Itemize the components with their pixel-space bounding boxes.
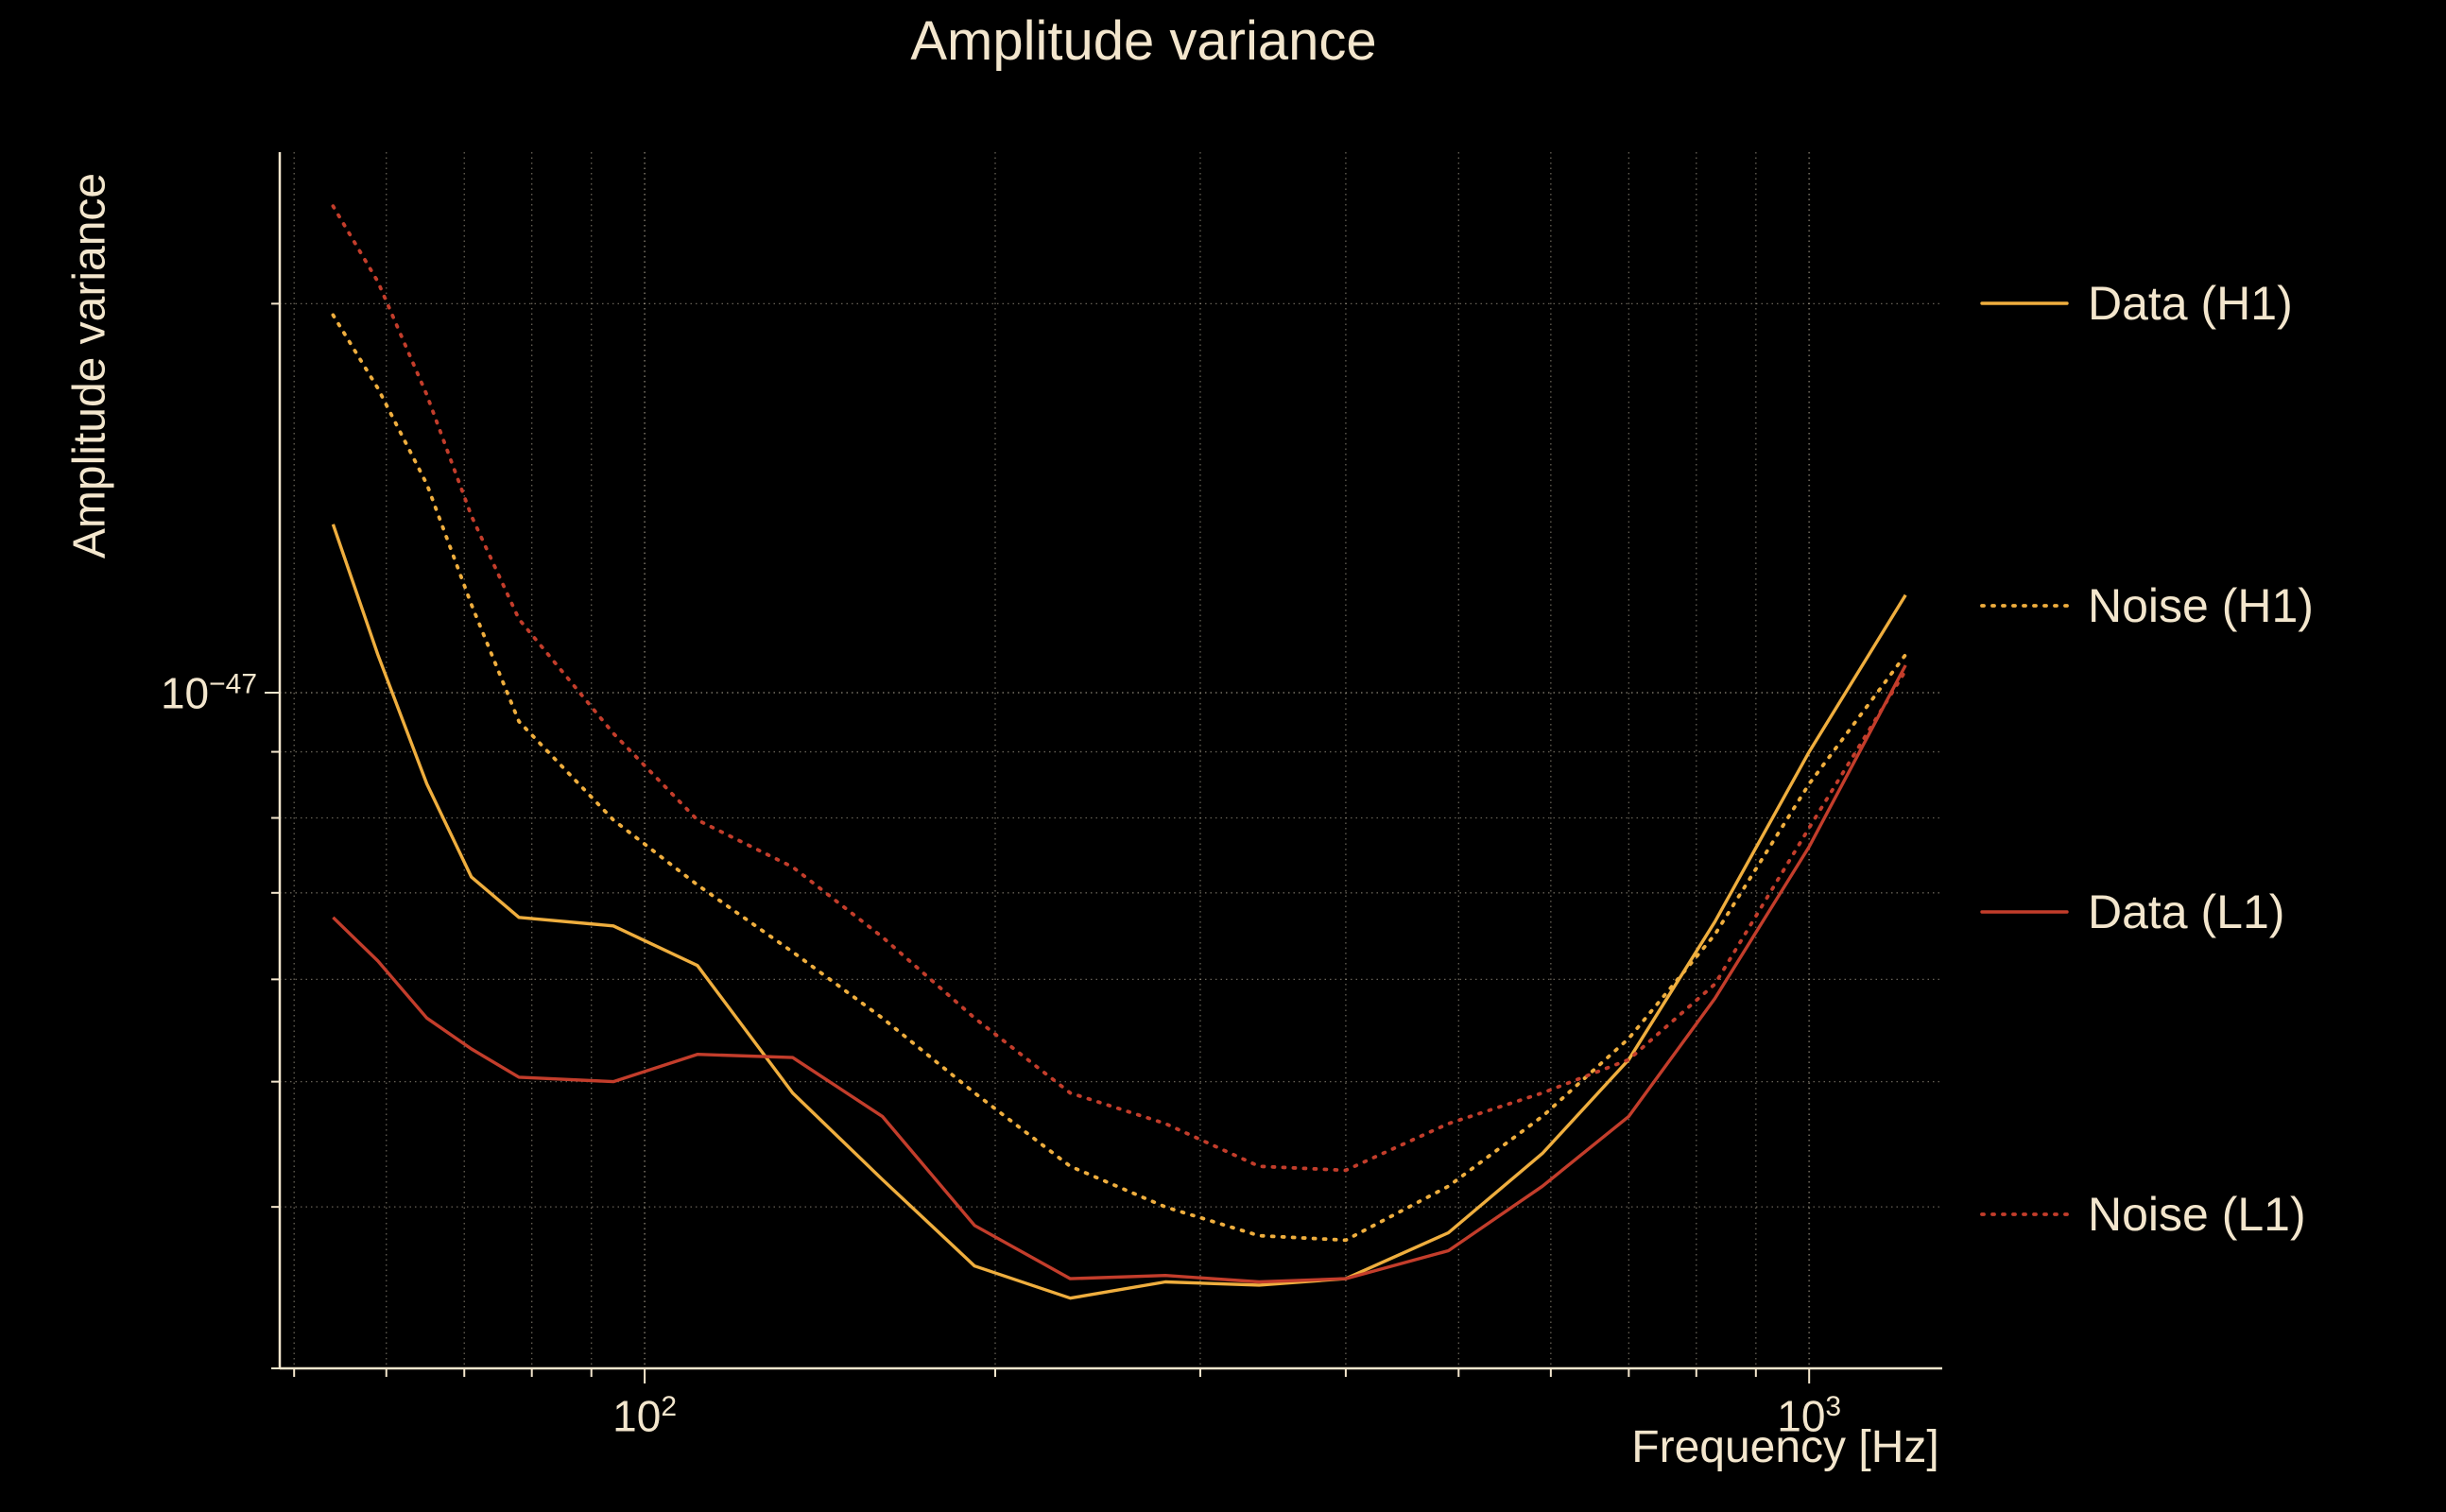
x-tick-label: 102: [612, 1391, 678, 1441]
series-line-data-l1: [332, 664, 1907, 1284]
x-axis-label: Frequency [Hz]: [1631, 1422, 1939, 1472]
series-line-data-h1: [331, 524, 1907, 1300]
series-line-noise-l1: [331, 204, 1908, 1173]
x-tick-label: 103: [1777, 1391, 1842, 1441]
y-tick-label: 10−47: [160, 668, 257, 718]
series-line-noise-h1: [331, 313, 1908, 1243]
chart-title: Amplitude variance: [910, 10, 1377, 72]
